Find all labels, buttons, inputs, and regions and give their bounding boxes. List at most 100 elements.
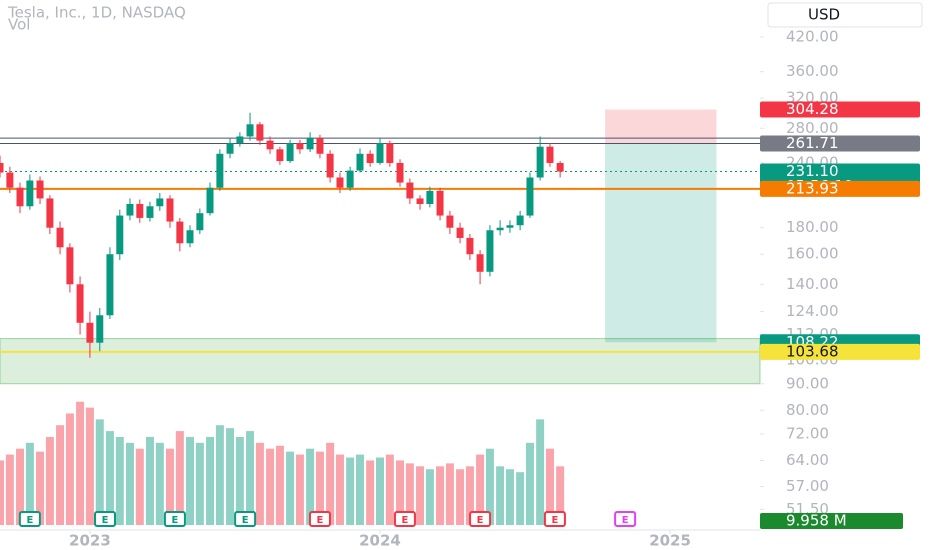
price-badge (760, 101, 920, 118)
y-tick-label: 140.00 (786, 275, 839, 293)
volume-bar (235, 436, 244, 525)
candle-body (436, 190, 444, 216)
volume-bar (45, 436, 54, 525)
candle-body (536, 146, 544, 178)
candle-body (496, 227, 504, 231)
volume-bar (115, 436, 124, 525)
candle-body (186, 230, 194, 244)
candle-body (256, 124, 264, 141)
price-badge-label: 231.10 (786, 162, 839, 180)
y-tick-label: 160.00 (786, 245, 839, 263)
candle-body (136, 204, 144, 218)
candle-body (236, 136, 244, 144)
volume-bar (456, 469, 465, 525)
y-tick-label: 72.00 (786, 424, 829, 442)
volume-bar (215, 425, 224, 525)
price-badge-label: 261.71 (786, 134, 839, 152)
volume-bar (545, 448, 554, 525)
earnings-label: E (171, 515, 178, 526)
volume-bar (275, 445, 284, 525)
volume-bar (445, 463, 454, 525)
candle-body (556, 162, 564, 172)
volume-bar (485, 448, 494, 525)
candle-body (276, 149, 284, 162)
volume-bar (436, 466, 445, 525)
volume-bar (556, 466, 565, 525)
candle-body (506, 225, 514, 228)
volume-bar (85, 407, 94, 525)
candle-body (116, 215, 124, 255)
earnings-label: E (242, 515, 249, 526)
volume-bar (355, 454, 364, 525)
earnings-marker (393, 511, 416, 527)
candle-body (96, 315, 104, 343)
earnings-marker (308, 511, 331, 527)
earnings-label: E (26, 515, 33, 526)
candle-body (56, 227, 64, 248)
candle-body (466, 237, 474, 255)
volume-badge (760, 513, 903, 529)
y-tick-label: 280.00 (786, 119, 839, 137)
volume-bar (266, 448, 275, 525)
volume-bar (326, 442, 335, 525)
currency-button[interactable] (767, 2, 923, 28)
candle-body (226, 143, 234, 154)
candle-body (16, 187, 24, 207)
volume-bar (95, 419, 104, 525)
candle-body (446, 215, 454, 228)
price-badge-label: 304.28 (786, 100, 839, 118)
price-badge (760, 343, 920, 360)
candle-body (0, 162, 4, 173)
volume-bar (105, 431, 114, 525)
candle-body (336, 177, 344, 188)
volume-bar (36, 451, 45, 525)
volume-bar (295, 454, 304, 525)
candle-body (426, 190, 434, 205)
y-tick-label: 360.00 (786, 62, 839, 80)
candle-body (316, 138, 324, 154)
candle-body (46, 198, 54, 228)
candle-body (176, 221, 184, 244)
volume-bar (125, 442, 134, 525)
volume-bar (335, 454, 344, 525)
volume-bar (366, 460, 375, 525)
candle-body (476, 254, 484, 272)
volume-bar (5, 454, 14, 525)
candle-body (156, 198, 164, 207)
volume-bar (505, 469, 514, 525)
earnings-marker (469, 511, 492, 527)
volume-bar (286, 451, 295, 525)
earnings-label: E (622, 515, 629, 526)
earnings-marker (94, 511, 117, 527)
chart-title: Tesla, Inc., 1D, NASDAQ (7, 4, 186, 22)
y-tick-label: 180.00 (786, 218, 839, 236)
y-tick-label: 124.00 (786, 302, 839, 320)
volume-bar (396, 460, 405, 525)
x-tick-label: 2024 (359, 532, 401, 550)
candle-body (166, 198, 174, 222)
volume-bar (425, 469, 434, 525)
volume-bar (76, 401, 85, 525)
earnings-marker (163, 511, 186, 527)
candle-body (296, 143, 304, 150)
candle-body (416, 198, 424, 205)
candle-body (366, 153, 374, 163)
candle-body (306, 138, 314, 150)
volume-bar (536, 419, 545, 525)
earnings-label: E (317, 515, 324, 526)
earnings-label: E (477, 515, 484, 526)
volume-bar (476, 454, 485, 525)
volume-bar (496, 466, 505, 525)
volume-bar (175, 431, 184, 525)
volume-bar (516, 472, 525, 525)
volume-bar (306, 448, 315, 525)
candle-body (146, 206, 154, 218)
candle-body (286, 143, 294, 162)
candle-body (266, 140, 274, 150)
earnings-marker (234, 511, 257, 527)
price-badge-label: 213.93 (786, 179, 839, 197)
earnings-label: E (551, 515, 558, 526)
candle-body (546, 146, 554, 163)
volume-bar (155, 442, 164, 525)
